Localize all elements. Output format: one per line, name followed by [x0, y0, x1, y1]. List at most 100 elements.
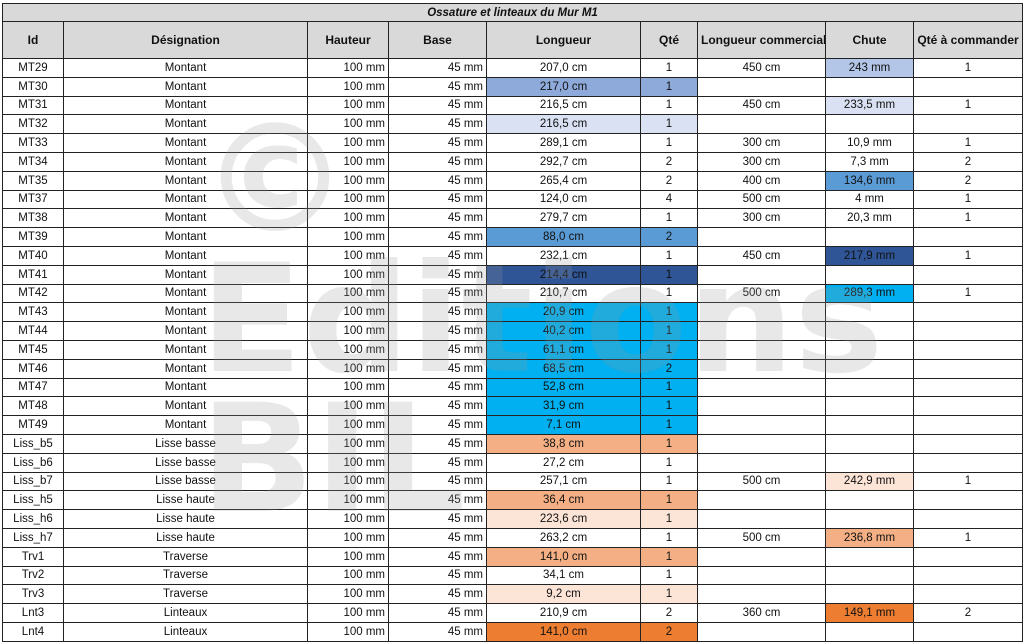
cell-qte[interactable]: 1 [640, 433, 698, 454]
cell-chute[interactable] [825, 264, 914, 285]
cell-qte[interactable]: 1 [640, 58, 698, 78]
cell-id[interactable]: MT32 [2, 114, 64, 135]
cell-designation[interactable]: Montant [63, 170, 308, 191]
cell-qte-a-commander[interactable]: 1 [912, 245, 1024, 266]
cell-qte[interactable]: 4 [640, 189, 698, 210]
cell-designation[interactable]: Montant [63, 133, 308, 153]
cell-id[interactable]: MT49 [2, 415, 64, 435]
cell-longueur-commerciale[interactable] [697, 565, 826, 586]
cell-hauteur[interactable]: 100 mm [307, 245, 389, 266]
cell-id[interactable]: MT38 [2, 208, 64, 229]
cell-longueur[interactable]: 141,0 cm [486, 546, 641, 567]
cell-designation[interactable]: Montant [63, 415, 308, 435]
cell-id[interactable]: MT42 [2, 283, 64, 304]
cell-longueur[interactable]: 216,5 cm [486, 114, 641, 135]
cell-base[interactable]: 45 mm [388, 58, 487, 78]
cell-longueur-commerciale[interactable]: 300 cm [697, 208, 826, 229]
cell-longueur[interactable]: 292,7 cm [486, 151, 641, 172]
cell-base[interactable]: 45 mm [388, 584, 487, 605]
cell-hauteur[interactable]: 100 mm [307, 527, 389, 548]
cell-hauteur[interactable]: 100 mm [307, 133, 389, 153]
cell-id[interactable]: Liss_b6 [2, 452, 64, 473]
cell-id[interactable]: Liss_h7 [2, 527, 64, 548]
cell-qte-a-commander[interactable]: 1 [912, 95, 1024, 116]
cell-qte[interactable]: 1 [640, 208, 698, 229]
cell-base[interactable]: 45 mm [388, 527, 487, 548]
cell-longueur[interactable]: 216,5 cm [486, 95, 641, 116]
cell-longueur[interactable]: 279,7 cm [486, 208, 641, 229]
cell-longueur-commerciale[interactable]: 500 cm [697, 189, 826, 210]
cell-base[interactable]: 45 mm [388, 245, 487, 266]
cell-id[interactable]: MT45 [2, 339, 64, 360]
cell-hauteur[interactable]: 100 mm [307, 603, 389, 623]
cell-longueur-commerciale[interactable]: 450 cm [697, 95, 826, 116]
cell-hauteur[interactable]: 100 mm [307, 621, 389, 642]
cell-designation[interactable]: Lisse haute [63, 509, 308, 529]
cell-longueur[interactable]: 61,1 cm [486, 339, 641, 360]
cell-chute[interactable] [825, 396, 914, 417]
cell-designation[interactable]: Traverse [63, 565, 308, 586]
cell-qte[interactable]: 2 [640, 227, 698, 247]
cell-qte-a-commander[interactable] [912, 321, 1024, 341]
cell-qte[interactable]: 2 [640, 151, 698, 172]
cell-qte-a-commander[interactable]: 2 [912, 603, 1024, 623]
cell-qte-a-commander[interactable] [912, 76, 1024, 97]
cell-hauteur[interactable]: 100 mm [307, 283, 389, 304]
cell-id[interactable]: Liss_b7 [2, 471, 64, 492]
cell-qte-a-commander[interactable] [912, 358, 1024, 379]
cell-chute[interactable] [825, 433, 914, 454]
cell-hauteur[interactable]: 100 mm [307, 396, 389, 417]
cell-qte[interactable]: 1 [640, 302, 698, 323]
cell-longueur-commerciale[interactable]: 360 cm [697, 603, 826, 623]
cell-longueur-commerciale[interactable] [697, 433, 826, 454]
cell-id[interactable]: MT31 [2, 95, 64, 116]
cell-qte-a-commander[interactable] [912, 433, 1024, 454]
cell-longueur-commerciale[interactable] [697, 546, 826, 567]
cell-longueur[interactable]: 207,0 cm [486, 58, 641, 78]
cell-qte[interactable]: 1 [640, 546, 698, 567]
cell-base[interactable]: 45 mm [388, 452, 487, 473]
cell-qte-a-commander[interactable]: 2 [912, 151, 1024, 172]
cell-longueur-commerciale[interactable] [697, 321, 826, 341]
cell-qte[interactable]: 1 [640, 133, 698, 153]
cell-qte[interactable]: 2 [640, 603, 698, 623]
cell-qte-a-commander[interactable]: 1 [912, 527, 1024, 548]
cell-base[interactable]: 45 mm [388, 396, 487, 417]
cell-qte[interactable]: 1 [640, 565, 698, 586]
cell-hauteur[interactable]: 100 mm [307, 170, 389, 191]
cell-longueur-commerciale[interactable] [697, 358, 826, 379]
cell-longueur-commerciale[interactable]: 500 cm [697, 527, 826, 548]
cell-longueur-commerciale[interactable]: 500 cm [697, 283, 826, 304]
cell-longueur-commerciale[interactable] [697, 114, 826, 135]
cell-id[interactable]: MT47 [2, 377, 64, 398]
cell-longueur-commerciale[interactable] [697, 621, 826, 642]
cell-chute[interactable]: 233,5 mm [825, 95, 914, 116]
cell-chute[interactable] [825, 509, 914, 529]
cell-base[interactable]: 45 mm [388, 302, 487, 323]
cell-hauteur[interactable]: 100 mm [307, 339, 389, 360]
cell-chute[interactable]: 134,6 mm [825, 170, 914, 191]
cell-qte-a-commander[interactable] [912, 621, 1024, 642]
cell-qte-a-commander[interactable] [912, 565, 1024, 586]
cell-chute[interactable] [825, 227, 914, 247]
cell-chute[interactable]: 4 mm [825, 189, 914, 210]
cell-base[interactable]: 45 mm [388, 76, 487, 97]
cell-longueur-commerciale[interactable]: 300 cm [697, 151, 826, 172]
cell-hauteur[interactable]: 100 mm [307, 264, 389, 285]
cell-longueur[interactable]: 223,6 cm [486, 509, 641, 529]
cell-longueur[interactable]: 52,8 cm [486, 377, 641, 398]
cell-id[interactable]: Lnt4 [2, 621, 64, 642]
cell-longueur-commerciale[interactable]: 300 cm [697, 133, 826, 153]
cell-designation[interactable]: Montant [63, 76, 308, 97]
cell-chute[interactable] [825, 302, 914, 323]
cell-base[interactable]: 45 mm [388, 133, 487, 153]
cell-hauteur[interactable]: 100 mm [307, 208, 389, 229]
cell-chute[interactable] [825, 565, 914, 586]
cell-hauteur[interactable]: 100 mm [307, 358, 389, 379]
cell-longueur[interactable]: 124,0 cm [486, 189, 641, 210]
cell-hauteur[interactable]: 100 mm [307, 490, 389, 511]
cell-qte[interactable]: 1 [640, 245, 698, 266]
cell-longueur-commerciale[interactable]: 500 cm [697, 471, 826, 492]
cell-designation[interactable]: Montant [63, 151, 308, 172]
cell-base[interactable]: 45 mm [388, 321, 487, 341]
